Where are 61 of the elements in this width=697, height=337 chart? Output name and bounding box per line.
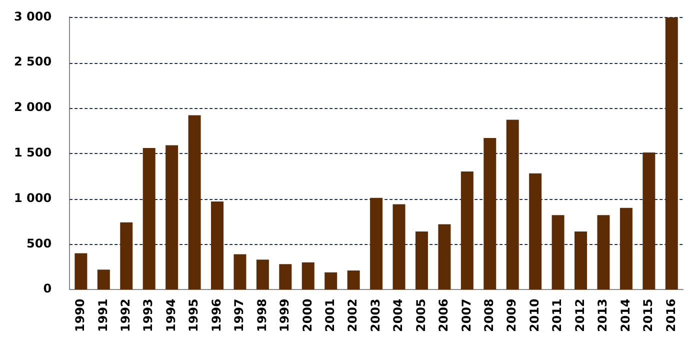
x-tick-label: 1991 — [96, 298, 110, 332]
x-tick-label: 2016 — [664, 298, 678, 332]
bar — [415, 231, 428, 290]
bar — [506, 120, 519, 290]
x-tick-label: 1998 — [254, 298, 269, 332]
bar — [392, 204, 406, 290]
y-tick-label: 1 500 — [14, 146, 52, 160]
x-tick-label: 2015 — [641, 298, 656, 332]
bar — [302, 262, 314, 290]
y-tick-label: 3 000 — [14, 9, 52, 24]
bar — [642, 152, 656, 290]
bar — [211, 202, 224, 290]
bar — [529, 173, 542, 290]
x-tick-label: 2011 — [550, 298, 564, 332]
x-tick-label: 2002 — [346, 298, 360, 332]
bar — [324, 272, 338, 290]
x-tick-label: 2012 — [572, 298, 587, 332]
y-tick-label: 0 — [43, 282, 52, 296]
x-tick-label: 1997 — [232, 298, 246, 332]
x-tick-label: 2000 — [300, 298, 314, 332]
bar — [484, 138, 496, 290]
x-tick-label: 1990 — [73, 298, 88, 332]
bar — [665, 17, 678, 290]
y-tick-label: 1 000 — [14, 190, 52, 205]
bar — [370, 198, 383, 290]
x-tick-label: 1996 — [209, 298, 224, 332]
bar — [188, 115, 201, 290]
x-tick-label: 2004 — [391, 298, 406, 332]
x-tick-label: 2010 — [527, 298, 542, 332]
bar — [234, 254, 246, 290]
bar — [620, 208, 632, 290]
x-tick-label: 2013 — [596, 298, 610, 332]
x-tick-label: 1995 — [186, 298, 201, 332]
bar — [120, 222, 133, 290]
x-tick-label: 1994 — [164, 298, 178, 332]
bar — [74, 253, 88, 290]
bar — [597, 215, 610, 290]
y-tick-label: 2 500 — [14, 54, 52, 69]
bar — [256, 260, 269, 290]
bar — [460, 172, 474, 290]
x-tick-label: 1999 — [278, 298, 292, 332]
bar — [574, 231, 588, 290]
bar — [347, 270, 360, 290]
bar — [166, 145, 178, 290]
x-tick-label: 2009 — [504, 298, 519, 332]
y-tick-label: 500 — [26, 236, 52, 250]
bar — [279, 264, 292, 290]
bar — [438, 224, 451, 290]
x-tick-label: 1993 — [141, 298, 156, 332]
x-tick-label: 2014 — [618, 298, 632, 332]
x-tick-label: 2007 — [459, 298, 474, 332]
x-tick-label: 2006 — [436, 298, 451, 332]
bar — [97, 270, 110, 290]
y-tick-label: 2 000 — [14, 100, 52, 114]
x-tick-label: 2005 — [414, 298, 428, 332]
x-tick-label: 1992 — [118, 298, 132, 332]
bar — [552, 215, 564, 290]
bar — [142, 148, 156, 290]
x-tick-label: 2001 — [322, 298, 337, 332]
x-tick-label: 2003 — [368, 298, 382, 332]
x-tick-label: 2008 — [482, 298, 496, 332]
